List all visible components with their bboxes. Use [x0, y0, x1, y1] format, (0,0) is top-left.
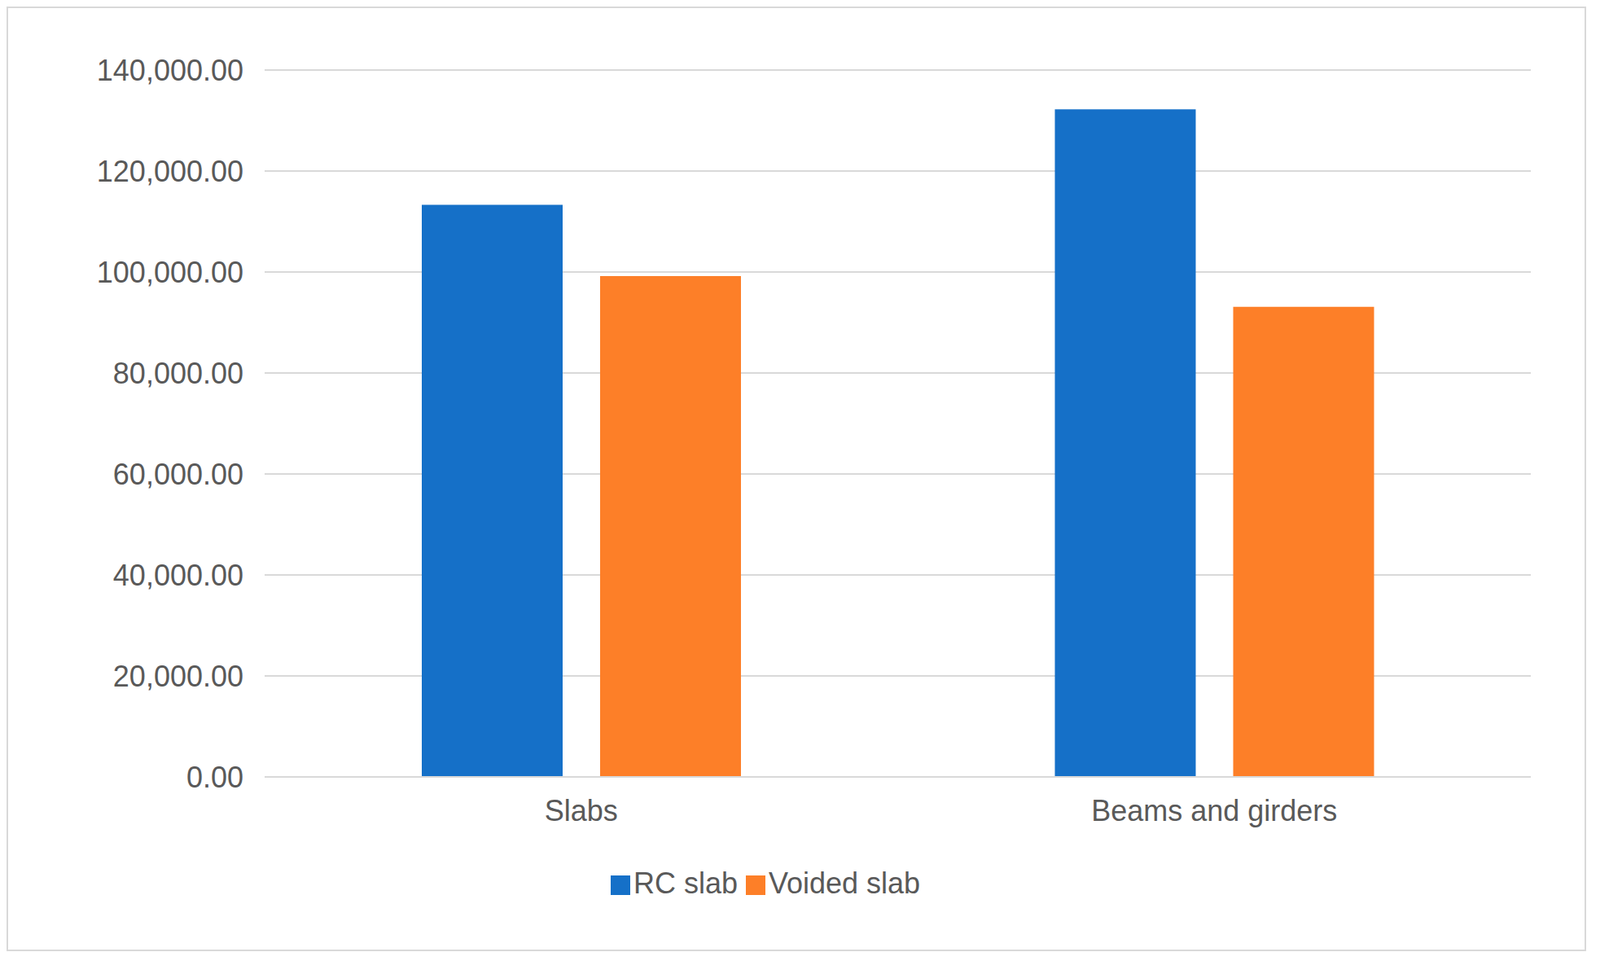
- svg-text:120,000.00: 120,000.00: [96, 154, 244, 189]
- svg-text:20,000.00: 20,000.00: [113, 659, 244, 693]
- svg-text:60,000.00: 60,000.00: [113, 457, 244, 491]
- svg-text:100,000.00: 100,000.00: [96, 255, 244, 290]
- svg-text:Slabs: Slabs: [544, 793, 619, 828]
- svg-text:Beams and girders: Beams and girders: [1091, 793, 1337, 828]
- svg-text:80,000.00: 80,000.00: [113, 356, 244, 391]
- svg-text:40,000.00: 40,000.00: [113, 558, 244, 592]
- html-text:RC slab: RC slab: [633, 866, 738, 900]
- svg-text:140,000.00: 140,000.00: [96, 53, 244, 88]
- svg-text:0.00: 0.00: [186, 760, 244, 794]
- html-text:Voided slab: Voided slab: [768, 866, 921, 900]
